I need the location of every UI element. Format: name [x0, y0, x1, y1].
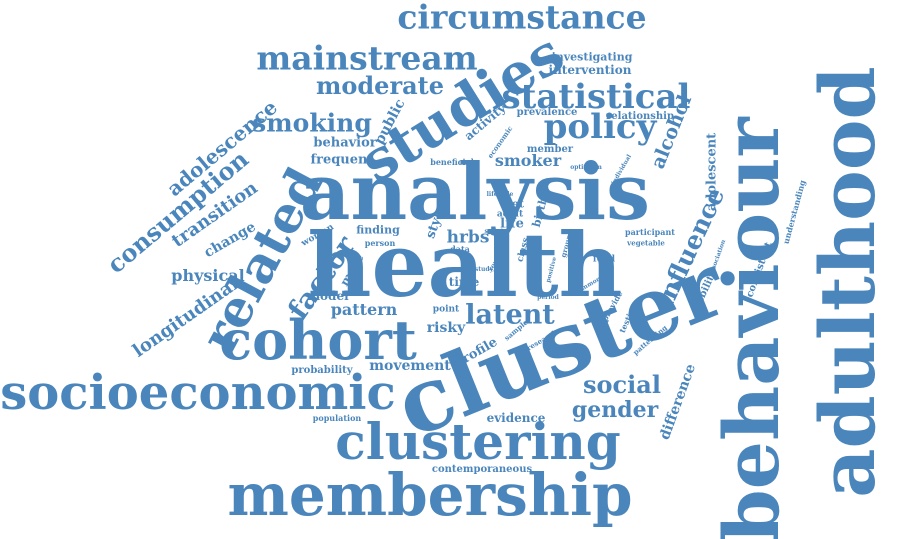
word-adult: adult	[496, 209, 524, 220]
word-health: health	[307, 213, 623, 317]
word-intervention: intervention	[548, 63, 632, 77]
word-statistical: statistical	[501, 77, 691, 117]
word-diet: diet	[500, 197, 524, 211]
word-participant: participant	[625, 227, 675, 237]
word-frequent: frequent	[310, 152, 374, 168]
word-member: member	[526, 144, 574, 155]
word-population: population	[312, 413, 362, 423]
word-gender: gender	[571, 397, 659, 423]
word-latent: latent	[465, 299, 555, 331]
word-policy: policy	[543, 107, 657, 147]
word-time: time	[448, 275, 480, 289]
word-probability: probability	[291, 365, 353, 376]
word-socioeconomic: socioeconomic	[0, 365, 396, 421]
word-pattern: pattern	[330, 300, 398, 319]
word-lifestyle: lifestyle	[486, 191, 514, 198]
word-prevalence: prevalence	[516, 107, 578, 118]
word-behaviour: behaviour	[707, 117, 796, 539]
word-cohort: cohort	[219, 308, 417, 372]
word-physical: physical	[171, 266, 245, 285]
word-period: period	[537, 294, 559, 301]
word-behavior: behavior	[313, 135, 377, 151]
word-sweet: sweet	[484, 228, 504, 235]
word-circumstance: circumstance	[397, 0, 647, 37]
word-food: food	[592, 254, 616, 265]
word-optimism: optimism	[570, 164, 602, 171]
word-difference: difference	[656, 361, 700, 443]
word-relationship: relationship	[606, 111, 674, 122]
word-smoker: smoker	[494, 151, 562, 170]
word-investigating: investigating	[551, 50, 633, 64]
word-adulthood: adulthood	[803, 66, 892, 498]
word-vegetable: vegetable	[627, 238, 665, 248]
word-movement: movement	[369, 358, 451, 374]
word-data: data	[450, 244, 470, 254]
word-life: life	[500, 216, 524, 232]
word-beneficial: beneficial	[430, 157, 474, 167]
word-contemporaneous: contemporaneous	[431, 464, 533, 475]
word-adolescent: adolescent	[704, 132, 720, 212]
word-membership: membership	[227, 461, 633, 529]
word-study: study	[474, 266, 494, 273]
word-point: point	[432, 304, 460, 315]
word-smoking: smoking	[252, 108, 372, 138]
word-model: model	[307, 289, 349, 303]
word-clustering: clustering	[335, 412, 621, 471]
word-moderate: moderate	[315, 71, 445, 100]
word-mainstream: mainstream	[256, 38, 478, 78]
word-person: person	[364, 238, 396, 248]
word-social: social	[583, 370, 661, 399]
word-finding: finding	[356, 223, 400, 237]
word-hrbs: hrbs	[446, 227, 490, 248]
word-risky: risky	[426, 320, 466, 336]
word-analysis: analysis	[299, 147, 651, 238]
word-evidence: evidence	[486, 411, 546, 425]
